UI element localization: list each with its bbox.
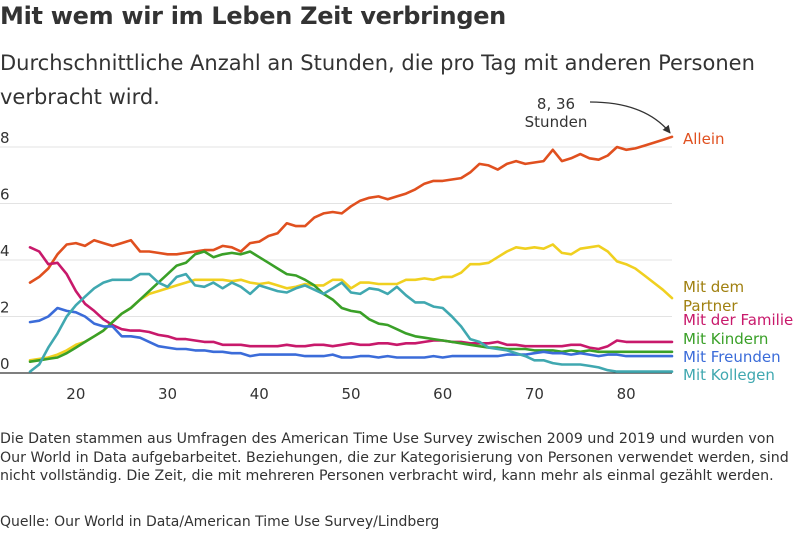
y-tick-label-8: 8 bbox=[0, 129, 10, 147]
x-tick-label-50: 50 bbox=[341, 385, 360, 403]
x-tick-label-60: 60 bbox=[433, 385, 452, 403]
y-tick-label-4: 4 bbox=[0, 242, 10, 260]
y-tick-label-2: 2 bbox=[0, 299, 10, 317]
chart-title: Mit wem wir im Leben Zeit verbringen bbox=[0, 2, 506, 30]
series-label-mit-der-familie: Mit der Familie bbox=[683, 311, 793, 329]
x-tick-label-40: 40 bbox=[250, 385, 269, 403]
series-line-mit-freunden bbox=[28, 306, 674, 359]
chart-footnote: Die Daten stammen aus Umfragen des Ameri… bbox=[0, 431, 789, 484]
chart-source: Quelle: Our World in Data/American Time … bbox=[0, 514, 440, 530]
x-tick-label-80: 80 bbox=[617, 385, 636, 403]
x-tick-label-70: 70 bbox=[525, 385, 544, 403]
series-label-mit-freunden: Mit Freunden bbox=[683, 348, 781, 366]
series-label-mit-kindern: Mit Kindern bbox=[683, 330, 768, 348]
chart-subtitle: Durchschnittliche Anzahl an Stunden, die… bbox=[0, 51, 755, 109]
series-label-mit-dem-partner: Mit dem Partner bbox=[683, 278, 744, 315]
series-label-mit-kollegen: Mit Kollegen bbox=[683, 366, 775, 384]
series-line-mit-der-familie bbox=[28, 246, 674, 351]
annotation-value: 8, 36 bbox=[537, 95, 575, 113]
series-line-allein bbox=[28, 135, 674, 284]
series-label-allein: Allein bbox=[683, 130, 725, 148]
annotation-unit: Stunden bbox=[525, 113, 588, 131]
x-tick-label-20: 20 bbox=[66, 385, 85, 403]
series-line-mit-kindern bbox=[28, 250, 674, 363]
y-tick-label-0: 0 bbox=[0, 355, 10, 373]
annotation-arrow bbox=[589, 101, 671, 134]
y-tick-label-6: 6 bbox=[0, 186, 10, 204]
x-tick-label-30: 30 bbox=[158, 385, 177, 403]
series-line-mit-kollegen bbox=[28, 272, 674, 373]
